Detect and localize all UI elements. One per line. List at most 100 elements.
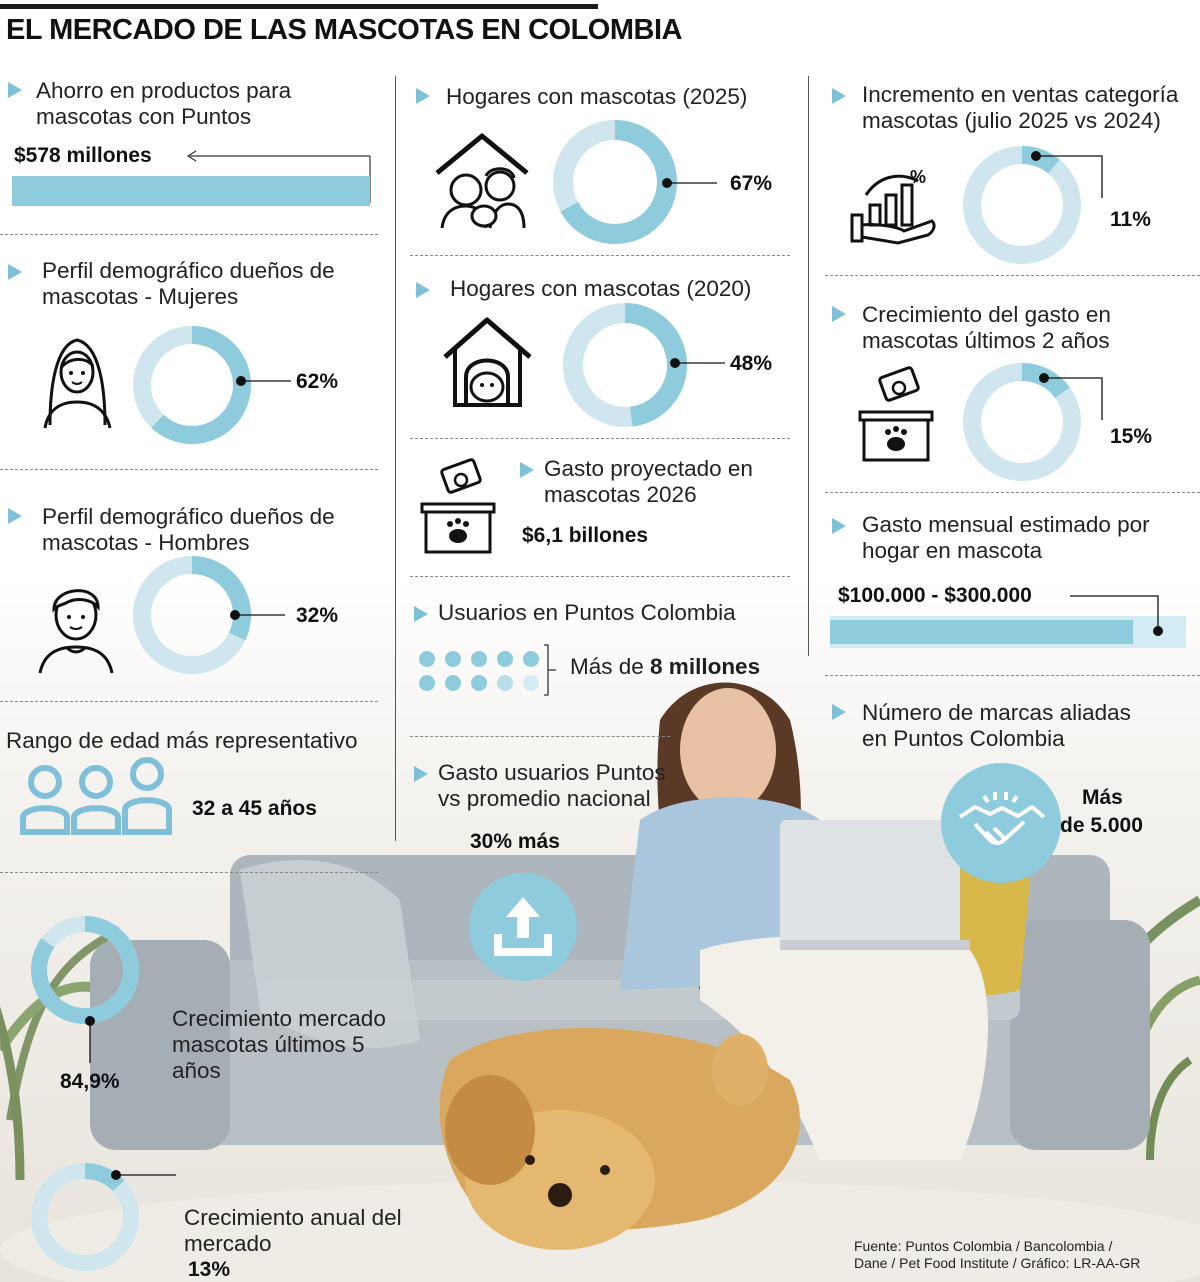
- mujeres-value: 62%: [296, 370, 339, 393]
- bullet-marker: [832, 518, 846, 534]
- separator: [825, 492, 1200, 493]
- bullet-marker: [8, 508, 22, 524]
- anual-donut: [31, 1163, 139, 1271]
- crec5-label: Crecimiento mercado mascotas últimos 5 a…: [172, 1006, 386, 1083]
- svg-text:%: %: [910, 167, 926, 187]
- bullet-marker: [520, 462, 534, 478]
- crecGasto-label: Crecimiento del gasto en mascotas último…: [862, 302, 1111, 353]
- crecGasto-value: 15%: [1110, 425, 1153, 448]
- donut-value-arc: [31, 1163, 139, 1271]
- incremento-label: Incremento en ventas categoría mascotas …: [862, 82, 1179, 133]
- incremento-donut: [963, 146, 1081, 264]
- mujeres-label: Perfil demográfico dueños de mascotas - …: [42, 258, 335, 309]
- gasto2026-value: $6,1 billones: [522, 524, 649, 547]
- woman-icon: [43, 338, 112, 429]
- bullet-marker: [416, 88, 430, 104]
- h2020-leader: [670, 358, 725, 368]
- donut-value-arc: [963, 146, 1081, 264]
- hombres-leader: [230, 610, 285, 620]
- man-icon: [38, 589, 114, 674]
- ahorro-value: $578 millones: [14, 144, 152, 167]
- usuarios-value-line: Más de 8 millones: [570, 654, 760, 680]
- crecGasto-leader: [1039, 373, 1103, 420]
- h2020-donut: [563, 303, 687, 427]
- marcas-label: Número de marcas aliadas en Puntos Colom…: [862, 700, 1131, 751]
- bullet-marker: [416, 282, 430, 298]
- money-box-icon: [858, 366, 934, 462]
- separator: [410, 736, 670, 737]
- separator: [410, 255, 790, 256]
- anual-label: Crecimiento anual del mercado: [184, 1205, 402, 1256]
- top-rule: [0, 4, 598, 9]
- h2025-label: Hogares con mascotas (2025): [446, 84, 748, 109]
- woman-figure: [620, 682, 989, 1160]
- h2020-value: 48%: [730, 352, 773, 375]
- separator: [0, 701, 378, 702]
- bullet-marker: [414, 606, 428, 622]
- edad-value: 32 a 45 años: [192, 797, 317, 820]
- anual-value: 13%: [188, 1258, 231, 1281]
- dog-house-icon: [443, 317, 532, 407]
- hombres-value: 32%: [296, 604, 339, 627]
- usuarios-label: Usuarios en Puntos Colombia: [438, 600, 736, 625]
- mensual-bar-fill: [830, 620, 1133, 644]
- h2025-value: 67%: [730, 172, 773, 195]
- marcas-value-line2: de 5.000: [1060, 814, 1143, 837]
- separator: [0, 469, 378, 470]
- separator: [0, 234, 378, 235]
- page-title: EL MERCADO DE LAS MASCOTAS EN COLOMBIA: [6, 14, 682, 46]
- ahorro-label: Ahorro en productos para mascotas con Pu…: [36, 78, 292, 129]
- money-box-icon: [420, 458, 496, 554]
- gastoUsuarios-label: Gasto usuarios Puntos vs promedio nacion…: [438, 760, 666, 811]
- upload-icon: [469, 873, 577, 981]
- crecGasto-donut: [963, 363, 1081, 481]
- column-divider-2: [808, 76, 809, 656]
- h2020-label: Hogares con mascotas (2020): [450, 276, 752, 301]
- edad-label: Rango de edad más representativo: [6, 728, 358, 753]
- crec5-value: 84,9%: [60, 1070, 120, 1093]
- marcas-value-line1: Más: [1082, 786, 1123, 809]
- mujeres-donut: [133, 326, 251, 444]
- bullet-marker: [8, 82, 22, 98]
- growth-chart-icon: %: [850, 167, 936, 245]
- incremento-value: 11%: [1110, 208, 1151, 231]
- mujeres-leader: [236, 376, 291, 386]
- h2025-donut: [553, 120, 677, 244]
- usuarios-value: 8 millones: [650, 654, 761, 679]
- separator: [410, 576, 790, 577]
- donut-value-arc: [31, 916, 139, 1024]
- bullet-marker: [832, 88, 846, 104]
- usuarios-prefix: Más de: [570, 654, 651, 679]
- people-icon: [20, 757, 172, 835]
- separator: [825, 275, 1200, 276]
- mensual-leader: [1070, 595, 1163, 636]
- mensual-value: $100.000 - $300.000: [838, 584, 1032, 607]
- gasto2026-label: Gasto proyectado en mascotas 2026: [544, 456, 753, 507]
- crec5-leader: [85, 1016, 95, 1063]
- hombres-label: Perfil demográfico dueños de mascotas - …: [42, 504, 335, 555]
- bullet-marker: [414, 766, 428, 782]
- ahorro-pointer: [186, 150, 371, 203]
- incremento-leader: [1031, 151, 1103, 198]
- mensual-label: Gasto mensual estimado por hogar en masc…: [862, 512, 1150, 563]
- separator: [410, 438, 790, 439]
- bullet-marker: [832, 704, 846, 720]
- column-divider-1: [395, 76, 396, 841]
- dots-icon: [419, 644, 556, 696]
- source-line-2: Dane / Pet Food Institute / Gráfico: LR-…: [854, 1255, 1141, 1271]
- donut-value-arc: [963, 363, 1081, 481]
- anual-leader: [111, 1170, 176, 1180]
- separator: [825, 675, 1200, 676]
- mensual-bar-track: [830, 616, 1186, 648]
- source-note: Fuente: Puntos Colombia / Bancolombia / …: [854, 1238, 1194, 1272]
- handshake-icon: [941, 763, 1061, 883]
- gastoUsuarios-value: 30% más: [470, 830, 560, 853]
- crec5-donut: [31, 916, 139, 1024]
- bullet-marker: [8, 264, 22, 280]
- dog-figure: [439, 1027, 800, 1250]
- source-line-1: Fuente: Puntos Colombia / Bancolombia /: [854, 1238, 1113, 1254]
- family-house-icon: [435, 133, 529, 229]
- ahorro-bar: [12, 176, 370, 206]
- bullet-marker: [832, 306, 846, 322]
- h2025-leader: [662, 178, 717, 188]
